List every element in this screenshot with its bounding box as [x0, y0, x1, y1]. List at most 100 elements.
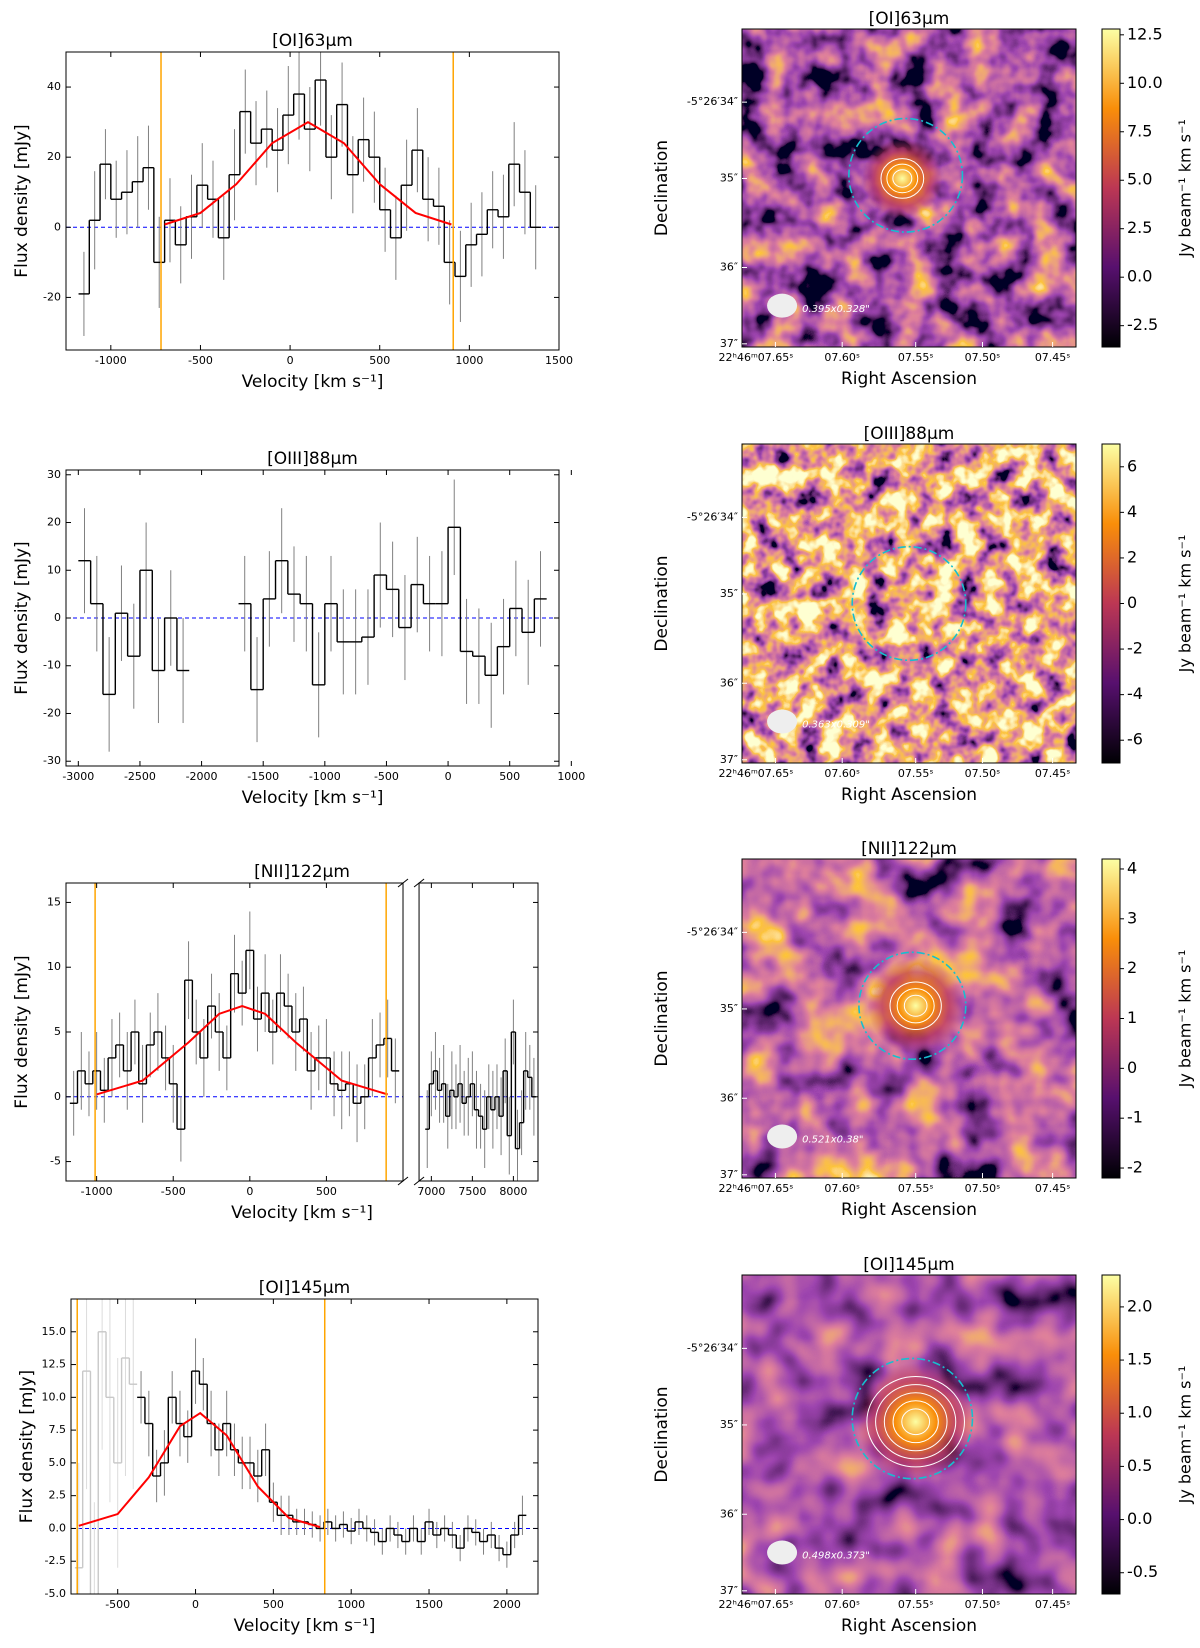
map-x-tick-label: 07.60ˢ	[824, 1182, 860, 1195]
x-tick-label: -2000	[186, 770, 218, 783]
y-tick-label: 5	[54, 1025, 61, 1038]
map-frame	[741, 858, 1077, 1179]
chart-title: [OIII]88µm	[864, 424, 955, 444]
y-tick-label: 2.5	[49, 1489, 67, 1502]
colorbar	[1101, 1274, 1121, 1595]
axes-frame	[65, 882, 404, 1182]
y-tick-label: -10	[43, 659, 61, 672]
map-y-tick-label: -5°26′34″	[687, 95, 738, 108]
map-x-tick-label: 07.55ˢ	[898, 1598, 934, 1611]
map-y-tick-label: -5°26′34″	[687, 510, 738, 523]
x-tick-label: -500	[188, 354, 213, 367]
beam-label: 0.395x0.328"	[802, 304, 870, 315]
map-x-tick-label: 07.45ˢ	[1035, 767, 1071, 780]
colorbar-tick-label: 0	[1127, 593, 1137, 612]
contour	[875, 1384, 957, 1460]
y-tick-label: 10	[47, 563, 61, 576]
map-y-tick-label: 35″	[720, 1002, 738, 1015]
y-tick-label: 10.0	[42, 1390, 67, 1403]
colorbar-tick-label: 3	[1127, 908, 1137, 927]
plot-area	[66, 883, 538, 1181]
map-frame	[741, 443, 1077, 764]
map-x-tick-label: 07.50ˢ	[965, 1182, 1001, 1195]
x-axis-label: Right Ascension	[841, 369, 977, 389]
map-x-tick-label: 07.50ˢ	[965, 767, 1001, 780]
x-tick-label: -500	[105, 1598, 130, 1611]
map-x-tick-label: 07.45ˢ	[1035, 1598, 1071, 1611]
x-tick-label: -3000	[62, 770, 94, 783]
x-tick-label: 500	[369, 354, 390, 367]
x-axis-label: Velocity [km s⁻¹]	[242, 788, 384, 808]
fit-line	[164, 120, 452, 226]
x-axis-label: Velocity [km s⁻¹]	[234, 1616, 376, 1636]
x-tick-label: 1500	[415, 1598, 443, 1611]
x-tick-label: 500	[263, 1598, 284, 1611]
y-axis-label: Declination	[652, 140, 672, 236]
map-x-tick-label: 07.55ˢ	[898, 1182, 934, 1195]
colorbar-label: Jy beam⁻¹ km s⁻¹	[1176, 535, 1195, 674]
colorbar-tick-label: 0.5	[1127, 1456, 1152, 1475]
x-tick-label: 1000	[337, 1598, 365, 1611]
map-x-tick-label: 07.45ˢ	[1035, 1182, 1071, 1195]
map-image	[742, 444, 1076, 763]
y-tick-label: 0.0	[49, 1521, 67, 1534]
y-tick-label: -5.0	[45, 1587, 66, 1600]
y-axis-label: Declination	[652, 555, 672, 651]
map-y-tick-label: 35″	[720, 587, 738, 600]
x-axis-label: Right Ascension	[841, 1200, 977, 1220]
x-tick-label: 0	[192, 1598, 199, 1611]
map-x-tick-label: 07.50ˢ	[965, 1598, 1001, 1611]
fit-line	[96, 1005, 388, 1096]
contour	[896, 988, 935, 1024]
contour	[880, 158, 925, 199]
x-tick-label: 500	[316, 1185, 337, 1198]
beam	[767, 709, 798, 734]
x-tick-label: 8000	[499, 1185, 527, 1198]
map-x-tick-label: 07.60ˢ	[824, 351, 860, 364]
colorbar-tick-label: 5.0	[1127, 170, 1152, 189]
colorbar-tick-label: 2	[1127, 547, 1137, 566]
colorbar-tick-label: -1	[1127, 1108, 1143, 1127]
x-tick-label: 2000	[493, 1598, 521, 1611]
y-tick-label: 40	[47, 80, 61, 93]
colorbar	[1101, 858, 1121, 1179]
contour	[903, 994, 928, 1017]
colorbar	[1101, 28, 1121, 348]
map-frame	[741, 1274, 1077, 1595]
chart-title: [NII]122µm	[861, 839, 957, 859]
chart-title: [NII]122µm	[254, 862, 350, 882]
map-y-tick-label: 36″	[720, 261, 738, 274]
colorbar-tick-label: -2	[1127, 639, 1143, 658]
x-axis-label: Right Ascension	[841, 785, 977, 805]
axes-frame	[65, 51, 560, 351]
beam	[767, 1124, 798, 1149]
contour	[886, 163, 919, 194]
y-tick-label: 20	[47, 150, 61, 163]
x-tick-label: 0	[287, 354, 294, 367]
colorbar-label: Jy beam⁻¹ km s⁻¹	[1176, 1366, 1195, 1505]
chart-title: [OI]63µm	[869, 9, 950, 29]
colorbar-tick-label: 1.0	[1127, 1403, 1152, 1422]
x-tick-label: 1500	[545, 354, 573, 367]
colorbar-tick-label: -6	[1127, 730, 1143, 749]
y-axis-label: Declination	[652, 1386, 672, 1482]
colorbar-tick-label: 7.5	[1127, 121, 1152, 140]
y-tick-label: 5.0	[49, 1456, 67, 1469]
map-y-tick-label: 37″	[720, 1168, 738, 1181]
plot-area	[71, 1299, 538, 1594]
contour	[889, 981, 942, 1030]
colorbar-tick-label: 2	[1127, 958, 1137, 977]
y-axis-label: Flux density [mJy]	[12, 955, 32, 1108]
map-x-tick-label: 22ʰ46ᵐ07.65ˢ	[719, 351, 794, 364]
map-x-tick-label: 07.60ˢ	[824, 767, 860, 780]
x-tick-label: -1000	[309, 770, 341, 783]
map-y-tick-label: 37″	[720, 1584, 738, 1597]
contour	[892, 1400, 939, 1444]
x-tick-label: -1000	[81, 1185, 113, 1198]
colorbar-tick-label: -4	[1127, 684, 1143, 703]
x-tick-label: -500	[161, 1185, 186, 1198]
map-y-tick-label: 35″	[720, 1418, 738, 1431]
x-tick-label: -2500	[124, 770, 156, 783]
map-y-tick-label: -5°26′34″	[687, 1341, 738, 1354]
beam-label: 0.498x0.373"	[802, 1551, 870, 1562]
